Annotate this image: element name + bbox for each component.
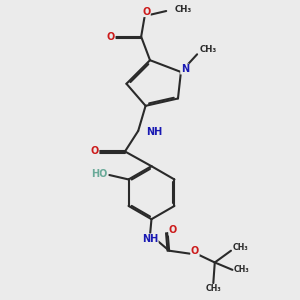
Text: CH₃: CH₃ bbox=[200, 44, 217, 53]
Text: HO: HO bbox=[91, 169, 107, 178]
Text: N: N bbox=[181, 64, 189, 74]
Text: NH: NH bbox=[142, 234, 158, 244]
Text: O: O bbox=[142, 7, 150, 16]
Text: CH₃: CH₃ bbox=[174, 5, 192, 14]
Text: O: O bbox=[107, 32, 115, 42]
Text: CH₃: CH₃ bbox=[234, 265, 250, 274]
Text: NH: NH bbox=[146, 127, 163, 137]
Text: CH₃: CH₃ bbox=[232, 243, 248, 252]
Text: CH₃: CH₃ bbox=[206, 284, 221, 293]
Text: O: O bbox=[91, 146, 99, 157]
Text: O: O bbox=[169, 225, 177, 235]
Text: O: O bbox=[191, 246, 199, 256]
